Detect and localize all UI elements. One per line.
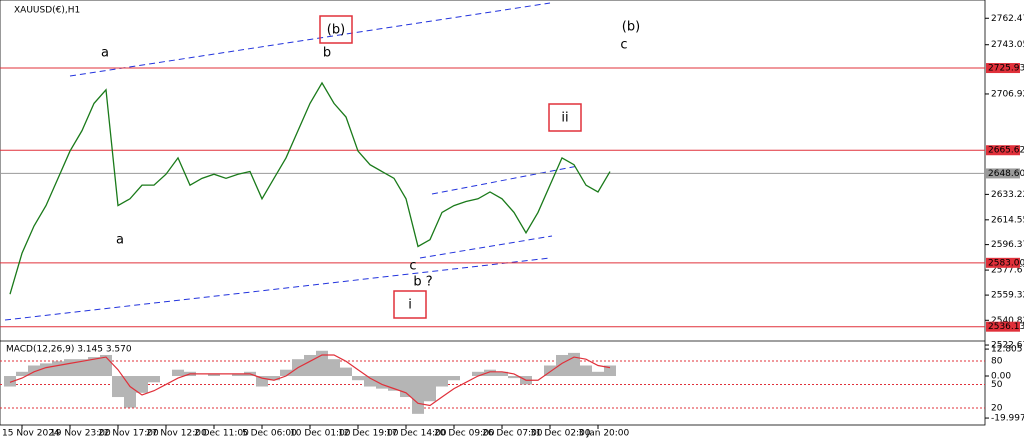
wave-label: (b) [327,23,345,38]
x-tick-label: 27 Nov 12:00 [146,429,207,439]
x-tick-label: 3 Jan 20:00 [578,429,630,439]
trend-line [69,2,551,77]
y-tick-label: 2577.67 [991,266,1024,276]
histogram-bar [424,376,436,402]
histogram-bar [76,359,88,377]
x-tick-label: 12 Dec 19:00 [338,429,399,439]
histogram-bar [256,376,268,387]
signal-line [9,354,611,407]
histogram-bar [412,376,424,414]
annotation-box [319,15,353,44]
wave-label: b [323,46,331,61]
histogram-bar [208,373,220,377]
indicator-title: MACD(12,26,9) 3.145 3.570 [6,345,132,355]
histogram-bar [88,357,100,377]
histogram-bar [232,373,244,377]
wave-label: a [101,46,109,61]
x-tick-label: 2 Dec 11:00 [194,429,249,439]
level-label: 2725.93 [988,64,1024,74]
histogram-bar [580,365,592,377]
histogram-bar [544,365,556,377]
y2-tick-label: 20 [991,404,1003,414]
annotation-box [393,290,427,319]
wave-label: (b) [622,20,640,35]
level-label: 2648.60 [988,169,1024,179]
y-tick-label: 2762.47 [991,14,1024,24]
histogram-bar [52,361,64,377]
x-tick-label: 26 Dec 07:00 [482,429,543,439]
y-tick-label: 2743.05 [991,40,1024,50]
annotation-box [548,103,582,132]
histogram-bar [280,369,292,377]
y2-tick-label: 50 [991,380,1003,390]
trend-line [4,257,551,321]
y-tick-label: 12.805 [991,345,1023,355]
x-tick-label: 17 Dec 14:00 [386,429,447,439]
x-tick-label: 5 Dec 06:00 [242,429,297,439]
histogram-bar [124,376,136,408]
wave-label: ii [561,111,568,126]
histogram-bar [448,376,460,381]
histogram-bar [340,367,352,377]
histogram-bar [148,376,160,383]
histogram-bar [568,352,580,377]
x-tick-label: 15 Nov 2024 [2,429,60,439]
histogram-bar [304,354,316,377]
histogram-bar [436,376,448,387]
level-label-box [986,145,1020,156]
histogram-bar [268,376,280,381]
level-label-box [986,321,1020,332]
histogram-bar [400,376,412,398]
histogram-bar [136,376,148,393]
trend-line [419,235,553,259]
y-tick-label: 2522.67 [991,341,1024,351]
histogram-bar [556,354,568,377]
y-tick-label: 2633.22 [991,190,1024,200]
wave-label: i [408,298,412,313]
histogram-bar [508,376,520,379]
y-tick-label: 2706.92 [991,89,1024,99]
histogram-bar [64,359,76,377]
histogram-bar [172,369,184,377]
x-tick-label: 20 Dec 09:00 [434,429,495,439]
wave-label: b ? [413,275,432,290]
histogram-bar [16,371,28,377]
histogram-bar [484,369,496,377]
level-label: 2665.62 [988,146,1024,156]
x-tick-label: 22 Nov 17:00 [98,429,159,439]
y-tick-label: 2596.37 [991,240,1024,250]
y-tick-label: 2559.32 [991,291,1024,301]
wave-label: c [409,259,416,274]
histogram-bar [496,371,508,377]
histogram-bar [364,376,376,387]
x-tick-label: 10 Dec 01:00 [290,429,351,439]
level-label: 2536.13 [988,322,1024,332]
price-line [9,81,611,295]
level-label-box [986,257,1020,268]
chart-title: XAUUSD(€),H1 [14,6,80,16]
level-label: 2583.00 [988,258,1024,268]
y-tick-label: 0.00 [991,372,1011,382]
y-tick-label: 2614.55 [991,215,1024,225]
histogram-bar [328,359,340,377]
histogram-bar [4,376,16,387]
histogram-bar [352,376,364,381]
y2-tick-label: 80 [991,357,1003,367]
wave-label: c [620,38,627,53]
x-tick-label: 19 Nov 23:00 [50,429,111,439]
histogram-bar [472,371,484,377]
level-label-box [986,63,1020,74]
plot-frame [0,0,986,426]
y-tick-label: 2540.82 [991,316,1024,326]
level-label-box [986,168,1020,179]
trend-line [431,165,579,195]
x-tick-label: 31 Dec 02:00 [530,429,591,439]
wave-label: a [116,233,124,248]
histogram-bar [28,365,40,377]
histogram-bar [592,371,604,377]
y-tick-label: -19.997 [991,414,1024,424]
histogram-bar [112,376,124,398]
histogram-bar [604,365,616,377]
